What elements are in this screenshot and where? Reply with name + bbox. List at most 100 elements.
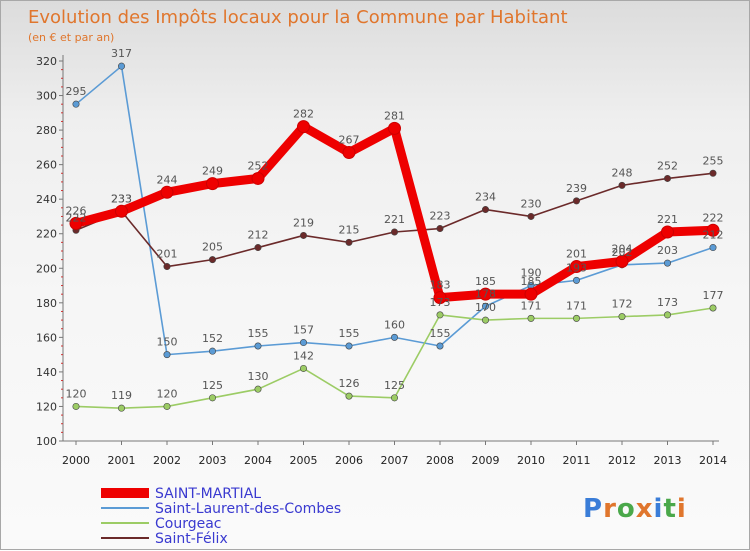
data-point-courgeac — [618, 313, 626, 321]
data-point-saint-laurent-des-combes — [390, 333, 398, 341]
data-label-saint-laurent-des-combes: 155 — [339, 327, 360, 340]
data-point-saint-martial — [706, 223, 720, 237]
x-tick-label: 2005 — [290, 454, 318, 467]
data-label-saint-felix: 233 — [111, 192, 132, 205]
data-label-courgeac: 125 — [384, 379, 405, 392]
data-label-saint-felix: 205 — [202, 241, 223, 254]
data-point-saint-felix — [299, 231, 307, 239]
data-point-saint-laurent-des-combes — [709, 244, 717, 252]
data-label-saint-laurent-des-combes: 193 — [566, 261, 587, 274]
x-tick-label: 2011 — [563, 454, 591, 467]
data-label-saint-felix: 212 — [248, 229, 269, 242]
data-label-saint-laurent-des-combes: 157 — [293, 324, 314, 337]
data-point-saint-martial — [69, 216, 83, 230]
x-tick-label: 2013 — [654, 454, 682, 467]
data-point-saint-felix — [618, 181, 626, 189]
legend-label: Saint-Félix — [155, 531, 228, 547]
data-label-courgeac: 173 — [430, 296, 451, 309]
data-label-saint-felix: 239 — [566, 182, 587, 195]
x-tick-label: 2000 — [62, 454, 90, 467]
y-tick-label: 300 — [36, 90, 57, 103]
data-label-saint-laurent-des-combes: 150 — [157, 336, 178, 349]
data-point-saint-laurent-des-combes — [663, 259, 671, 267]
data-point-saint-martial — [115, 204, 128, 218]
data-label-courgeac: 171 — [521, 299, 542, 312]
data-label-courgeac: 170 — [475, 301, 496, 314]
x-tick-label: 2012 — [608, 454, 636, 467]
x-tick-label: 2010 — [517, 454, 545, 467]
data-point-saint-felix — [527, 212, 535, 220]
data-point-saint-martial — [479, 287, 492, 301]
data-label-saint-felix: 222 — [66, 211, 87, 224]
data-point-saint-laurent-des-combes — [163, 351, 171, 359]
data-point-saint-laurent-des-combes — [299, 339, 307, 347]
data-label-saint-felix: 221 — [384, 213, 405, 226]
x-tick-label: 2004 — [244, 454, 272, 467]
data-label-courgeac: 125 — [202, 379, 223, 392]
x-tick-label: 2003 — [199, 454, 227, 467]
data-point-saint-laurent-des-combes — [572, 276, 580, 284]
data-label-saint-felix: 230 — [521, 197, 542, 210]
data-label-saint-martial: 244 — [157, 173, 178, 186]
data-point-courgeac — [118, 404, 126, 412]
data-point-courgeac — [345, 392, 353, 400]
data-label-saint-martial: 249 — [202, 165, 223, 178]
logo-letter: i — [677, 494, 687, 524]
data-label-saint-martial: 183 — [430, 279, 451, 292]
data-point-saint-felix — [254, 244, 262, 252]
x-tick-label: 2007 — [381, 454, 409, 467]
data-point-courgeac — [527, 314, 535, 322]
data-point-saint-felix — [436, 225, 444, 233]
x-tick-label: 2014 — [699, 454, 727, 467]
data-label-saint-martial: 233 — [111, 192, 132, 205]
data-point-saint-martial — [342, 146, 356, 160]
legend: SAINT-MARTIALSaint-Laurent-des-CombesCou… — [101, 486, 341, 547]
data-label-saint-martial: 185 — [475, 275, 496, 288]
data-label-saint-felix: 234 — [475, 191, 496, 204]
data-label-saint-laurent-des-combes: 295 — [66, 85, 87, 98]
y-tick-label: 160 — [36, 331, 57, 344]
data-point-saint-martial — [570, 260, 583, 274]
y-tick-label: 240 — [36, 193, 57, 206]
logo-letter: r — [603, 494, 617, 524]
data-label-saint-martial: 185 — [521, 275, 542, 288]
data-point-saint-martial — [524, 287, 538, 301]
data-point-courgeac — [390, 394, 398, 402]
logo-letter: o — [617, 494, 636, 524]
data-point-courgeac — [209, 394, 217, 402]
data-label-saint-martial: 204 — [612, 242, 633, 255]
y-tick-label: 280 — [36, 124, 57, 137]
data-label-courgeac: 172 — [612, 298, 633, 311]
data-label-courgeac: 130 — [248, 370, 269, 383]
data-label-saint-martial: 252 — [248, 159, 269, 172]
data-label-saint-martial: 221 — [657, 213, 678, 226]
data-label-saint-martial: 267 — [339, 134, 360, 147]
data-point-saint-laurent-des-combes — [481, 302, 489, 310]
y-tick-label: 100 — [36, 435, 57, 448]
data-point-saint-felix — [709, 169, 717, 177]
data-label-saint-felix: 252 — [657, 159, 678, 172]
legend-label: Saint-Laurent-des-Combes — [155, 501, 341, 517]
y-tick-label: 200 — [36, 262, 57, 275]
data-point-saint-laurent-des-combes — [72, 100, 80, 108]
logo-letter: t — [663, 494, 676, 524]
x-tick-label: 2001 — [108, 454, 136, 467]
data-label-courgeac: 120 — [157, 387, 178, 400]
data-point-saint-felix — [345, 238, 353, 246]
data-label-saint-laurent-des-combes: 152 — [202, 332, 223, 345]
data-point-courgeac — [436, 311, 444, 319]
data-label-saint-laurent-des-combes: 155 — [248, 327, 269, 340]
data-point-saint-laurent-des-combes — [345, 342, 353, 350]
data-label-courgeac: 177 — [703, 289, 724, 302]
data-point-saint-felix — [163, 263, 171, 271]
data-point-courgeac — [572, 314, 580, 322]
data-point-saint-martial — [251, 171, 265, 185]
data-point-saint-felix — [481, 206, 489, 214]
data-point-saint-martial — [433, 291, 447, 305]
data-label-saint-martial: 222 — [703, 211, 724, 224]
data-point-courgeac — [72, 402, 80, 410]
data-label-courgeac: 126 — [339, 377, 360, 390]
data-label-saint-laurent-des-combes: 212 — [703, 229, 724, 242]
data-label-saint-felix: 201 — [157, 248, 178, 261]
data-label-saint-martial: 281 — [384, 109, 405, 122]
